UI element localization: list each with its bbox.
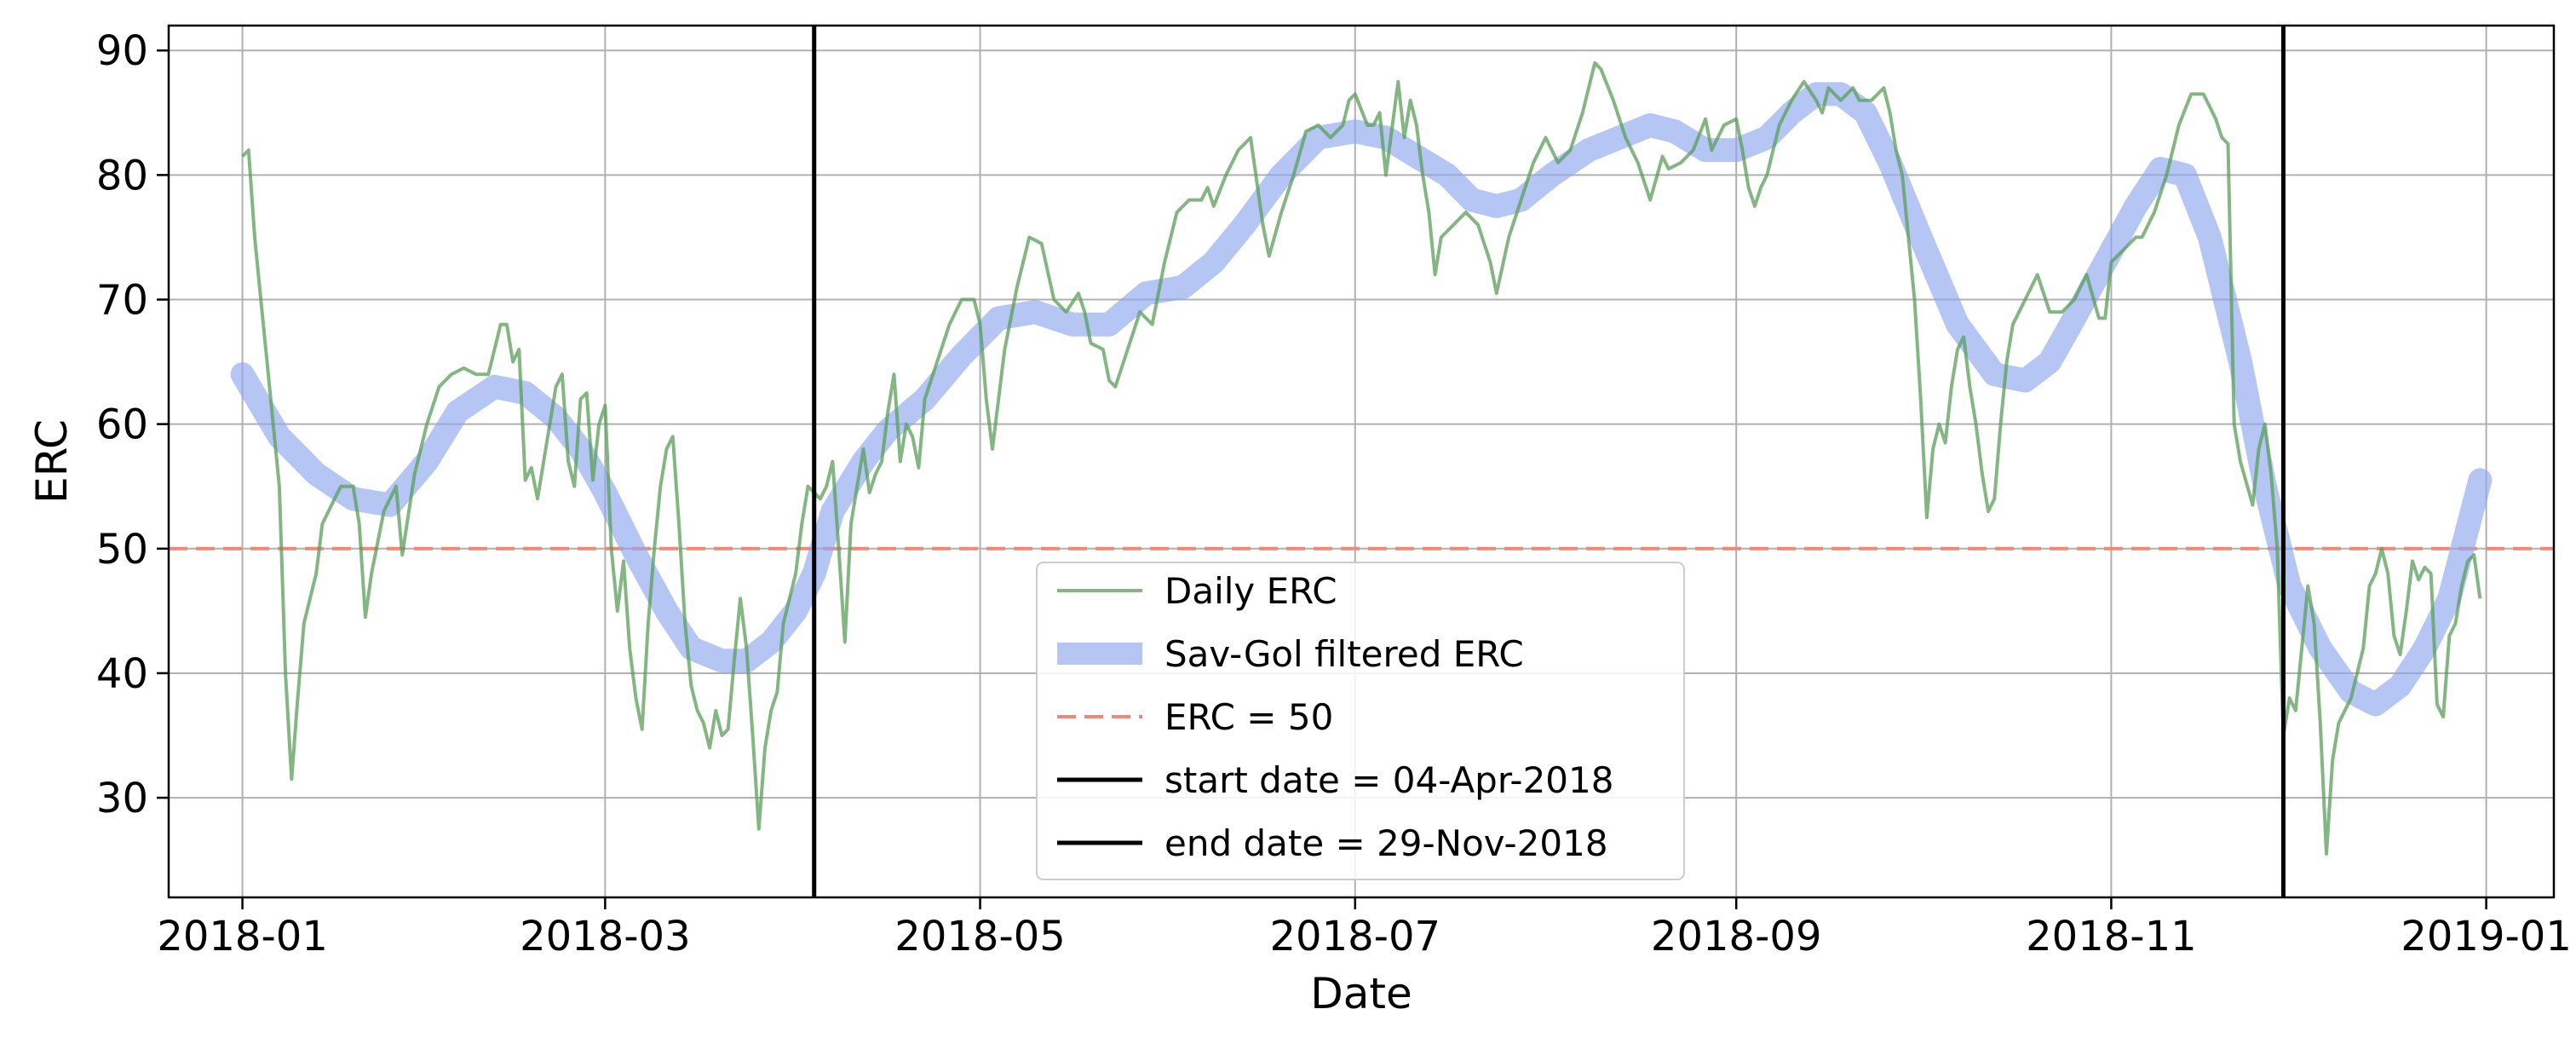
x-tick-label: 2018-03 xyxy=(520,913,691,960)
x-tick-label: 2018-07 xyxy=(1270,913,1441,960)
legend-label: Daily ERC xyxy=(1164,570,1337,612)
x-axis-label: Date xyxy=(1310,969,1412,1018)
event-lines xyxy=(812,26,2286,897)
y-tick-label: 50 xyxy=(96,526,148,574)
y-tick-label: 80 xyxy=(96,152,148,199)
legend-label: start date = 04-Apr-2018 xyxy=(1164,759,1613,801)
y-tick-label: 30 xyxy=(96,775,148,822)
plot-frame xyxy=(167,24,2556,899)
y-axis-label: ERC xyxy=(27,419,77,504)
y-tick-label: 40 xyxy=(96,650,148,698)
y-tick-label: 60 xyxy=(96,401,148,449)
legend-box xyxy=(1036,562,1685,880)
series-daily-erc xyxy=(241,61,2482,856)
y-tick-label: 70 xyxy=(96,277,148,325)
legend-label: ERC = 50 xyxy=(1164,696,1333,738)
x-tick-label: 2018-01 xyxy=(157,913,328,960)
x-tick-label: 2018-09 xyxy=(1651,913,1822,960)
series-layer xyxy=(230,61,2493,856)
legend: Daily ERC Sav-Gol filtered ERC ERC = 50 sta… xyxy=(1036,562,1685,880)
x-tick-label: 2018-11 xyxy=(2026,913,2197,960)
x-tick-label: 2018-05 xyxy=(894,913,1066,960)
y-tick-label: 90 xyxy=(96,27,148,75)
legend-label: Sav-Gol filtered ERC xyxy=(1164,633,1524,675)
x-tick-label: 2019-01 xyxy=(2401,913,2572,960)
legend-label: end date = 29-Nov-2018 xyxy=(1164,822,1608,864)
axis-ticks: 2018-01 2018-03 2018-05 2018-07 2018-09 2018-… xyxy=(96,27,2572,960)
